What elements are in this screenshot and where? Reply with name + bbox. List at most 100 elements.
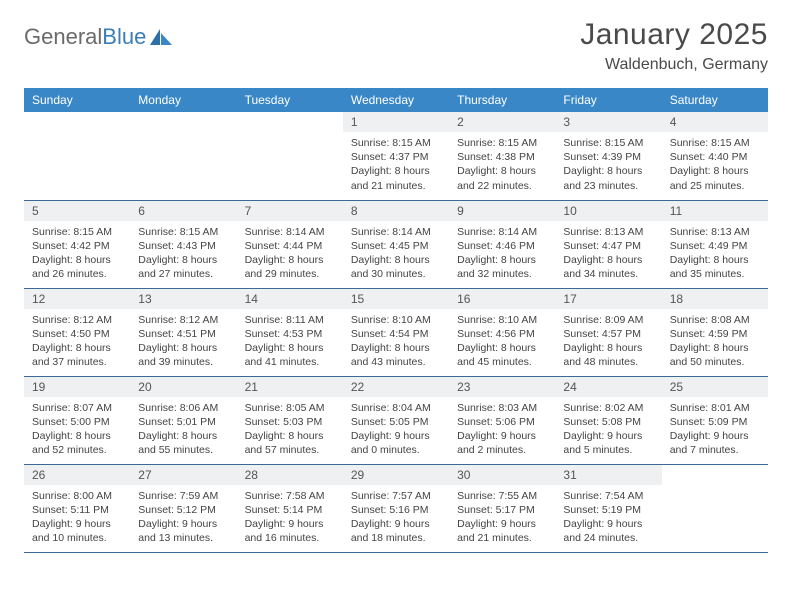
sunset-line: Sunset: 4:53 PM <box>245 327 335 341</box>
sunset-line: Sunset: 4:47 PM <box>563 239 653 253</box>
daylight1-line: Daylight: 9 hours <box>351 517 441 531</box>
day-number: 15 <box>343 289 449 309</box>
daylight2-line: and 34 minutes. <box>563 267 653 281</box>
sunset-line: Sunset: 4:40 PM <box>670 150 760 164</box>
day-events: Sunrise: 7:55 AMSunset: 5:17 PMDaylight:… <box>449 485 555 552</box>
daylight2-line: and 43 minutes. <box>351 355 441 369</box>
daylight2-line: and 39 minutes. <box>138 355 228 369</box>
weekday-header: Sunday <box>24 88 130 112</box>
sunset-line: Sunset: 4:57 PM <box>563 327 653 341</box>
sunrise-line: Sunrise: 8:14 AM <box>351 225 441 239</box>
daylight1-line: Daylight: 8 hours <box>32 341 122 355</box>
sunrise-line: Sunrise: 8:15 AM <box>138 225 228 239</box>
sunset-line: Sunset: 5:00 PM <box>32 415 122 429</box>
calendar-cell: 29Sunrise: 7:57 AMSunset: 5:16 PMDayligh… <box>343 464 449 552</box>
daylight2-line: and 26 minutes. <box>32 267 122 281</box>
sunrise-line: Sunrise: 8:15 AM <box>351 136 441 150</box>
calendar-cell: 19Sunrise: 8:07 AMSunset: 5:00 PMDayligh… <box>24 376 130 464</box>
daylight2-line: and 52 minutes. <box>32 443 122 457</box>
daylight1-line: Daylight: 8 hours <box>32 253 122 267</box>
sunset-line: Sunset: 5:03 PM <box>245 415 335 429</box>
day-events: Sunrise: 8:07 AMSunset: 5:00 PMDaylight:… <box>24 397 130 464</box>
sunset-line: Sunset: 4:42 PM <box>32 239 122 253</box>
day-events: Sunrise: 7:58 AMSunset: 5:14 PMDaylight:… <box>237 485 343 552</box>
daylight1-line: Daylight: 8 hours <box>351 341 441 355</box>
daylight1-line: Daylight: 9 hours <box>138 517 228 531</box>
day-events: Sunrise: 7:57 AMSunset: 5:16 PMDaylight:… <box>343 485 449 552</box>
day-number: 1 <box>343 112 449 132</box>
day-number: 14 <box>237 289 343 309</box>
day-events: Sunrise: 8:02 AMSunset: 5:08 PMDaylight:… <box>555 397 661 464</box>
day-number: 28 <box>237 465 343 485</box>
calendar-cell: 16Sunrise: 8:10 AMSunset: 4:56 PMDayligh… <box>449 288 555 376</box>
sunrise-line: Sunrise: 8:15 AM <box>563 136 653 150</box>
day-events: Sunrise: 8:14 AMSunset: 4:46 PMDaylight:… <box>449 221 555 288</box>
day-events: Sunrise: 8:00 AMSunset: 5:11 PMDaylight:… <box>24 485 130 552</box>
sunset-line: Sunset: 5:08 PM <box>563 415 653 429</box>
calendar-cell <box>662 464 768 552</box>
daylight1-line: Daylight: 9 hours <box>351 429 441 443</box>
daylight1-line: Daylight: 9 hours <box>245 517 335 531</box>
sunset-line: Sunset: 4:50 PM <box>32 327 122 341</box>
day-events: Sunrise: 7:54 AMSunset: 5:19 PMDaylight:… <box>555 485 661 552</box>
daylight1-line: Daylight: 8 hours <box>245 341 335 355</box>
daylight1-line: Daylight: 8 hours <box>138 253 228 267</box>
day-number: 13 <box>130 289 236 309</box>
daylight2-line: and 21 minutes. <box>351 179 441 193</box>
month-title: January 2025 <box>580 18 768 52</box>
day-number: 7 <box>237 201 343 221</box>
calendar-cell: 2Sunrise: 8:15 AMSunset: 4:38 PMDaylight… <box>449 112 555 200</box>
calendar-cell: 14Sunrise: 8:11 AMSunset: 4:53 PMDayligh… <box>237 288 343 376</box>
day-number: 21 <box>237 377 343 397</box>
brand-part2: Blue <box>102 24 146 50</box>
weekday-header: Monday <box>130 88 236 112</box>
daylight2-line: and 10 minutes. <box>32 531 122 545</box>
calendar-week-row: 12Sunrise: 8:12 AMSunset: 4:50 PMDayligh… <box>24 288 768 376</box>
daylight2-line: and 30 minutes. <box>351 267 441 281</box>
daylight1-line: Daylight: 8 hours <box>245 253 335 267</box>
calendar-cell: 12Sunrise: 8:12 AMSunset: 4:50 PMDayligh… <box>24 288 130 376</box>
day-events: Sunrise: 8:13 AMSunset: 4:49 PMDaylight:… <box>662 221 768 288</box>
sunrise-line: Sunrise: 8:06 AM <box>138 401 228 415</box>
calendar-cell: 21Sunrise: 8:05 AMSunset: 5:03 PMDayligh… <box>237 376 343 464</box>
sunset-line: Sunset: 4:54 PM <box>351 327 441 341</box>
daylight2-line: and 35 minutes. <box>670 267 760 281</box>
sunset-line: Sunset: 4:49 PM <box>670 239 760 253</box>
sunrise-line: Sunrise: 8:13 AM <box>563 225 653 239</box>
daylight2-line: and 25 minutes. <box>670 179 760 193</box>
daylight1-line: Daylight: 8 hours <box>563 341 653 355</box>
daylight2-line: and 37 minutes. <box>32 355 122 369</box>
sunrise-line: Sunrise: 8:12 AM <box>138 313 228 327</box>
day-number <box>662 465 768 471</box>
calendar-cell: 15Sunrise: 8:10 AMSunset: 4:54 PMDayligh… <box>343 288 449 376</box>
weekday-header: Friday <box>555 88 661 112</box>
daylight1-line: Daylight: 9 hours <box>32 517 122 531</box>
sunset-line: Sunset: 5:19 PM <box>563 503 653 517</box>
calendar-cell: 17Sunrise: 8:09 AMSunset: 4:57 PMDayligh… <box>555 288 661 376</box>
day-events: Sunrise: 8:01 AMSunset: 5:09 PMDaylight:… <box>662 397 768 464</box>
day-events: Sunrise: 8:03 AMSunset: 5:06 PMDaylight:… <box>449 397 555 464</box>
day-events: Sunrise: 8:14 AMSunset: 4:44 PMDaylight:… <box>237 221 343 288</box>
calendar-cell: 20Sunrise: 8:06 AMSunset: 5:01 PMDayligh… <box>130 376 236 464</box>
daylight1-line: Daylight: 8 hours <box>245 429 335 443</box>
daylight1-line: Daylight: 8 hours <box>351 253 441 267</box>
sunrise-line: Sunrise: 7:57 AM <box>351 489 441 503</box>
day-number: 12 <box>24 289 130 309</box>
day-events: Sunrise: 8:10 AMSunset: 4:56 PMDaylight:… <box>449 309 555 376</box>
brand-part1: General <box>24 24 102 50</box>
calendar-cell <box>130 112 236 200</box>
calendar-cell: 11Sunrise: 8:13 AMSunset: 4:49 PMDayligh… <box>662 200 768 288</box>
sunrise-line: Sunrise: 8:03 AM <box>457 401 547 415</box>
sunset-line: Sunset: 5:14 PM <box>245 503 335 517</box>
sunset-line: Sunset: 4:39 PM <box>563 150 653 164</box>
sunset-line: Sunset: 5:05 PM <box>351 415 441 429</box>
daylight2-line: and 21 minutes. <box>457 531 547 545</box>
calendar-cell: 28Sunrise: 7:58 AMSunset: 5:14 PMDayligh… <box>237 464 343 552</box>
calendar-cell: 23Sunrise: 8:03 AMSunset: 5:06 PMDayligh… <box>449 376 555 464</box>
day-number: 29 <box>343 465 449 485</box>
daylight2-line: and 13 minutes. <box>138 531 228 545</box>
sunrise-line: Sunrise: 8:01 AM <box>670 401 760 415</box>
day-events: Sunrise: 8:06 AMSunset: 5:01 PMDaylight:… <box>130 397 236 464</box>
daylight2-line: and 22 minutes. <box>457 179 547 193</box>
sunset-line: Sunset: 5:17 PM <box>457 503 547 517</box>
